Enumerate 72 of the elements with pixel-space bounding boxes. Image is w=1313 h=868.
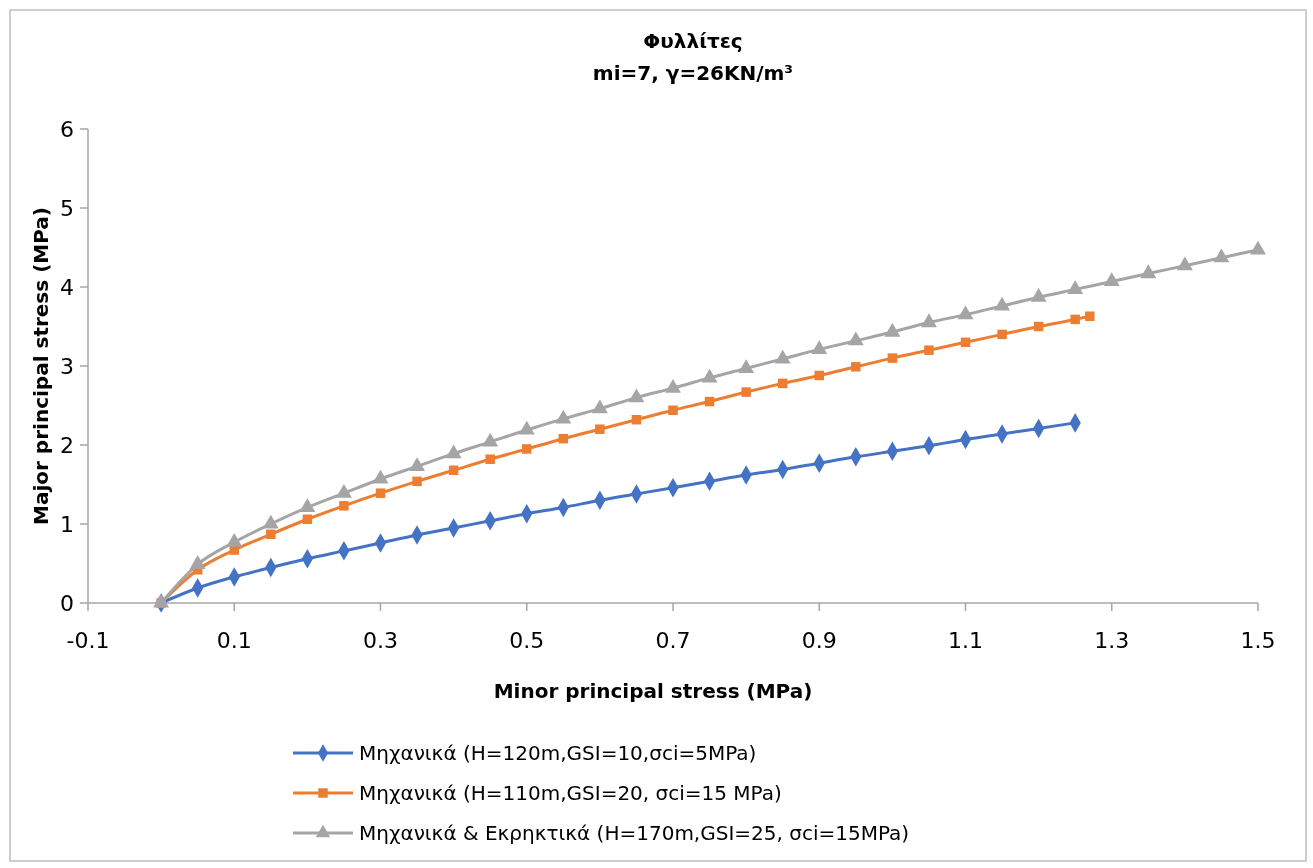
point — [957, 305, 974, 320]
point — [884, 322, 901, 337]
point — [522, 444, 532, 454]
point — [1085, 311, 1095, 321]
x-tick-label: -0.1 — [66, 628, 110, 653]
point — [920, 313, 937, 328]
point — [665, 378, 681, 393]
point — [851, 362, 861, 372]
x-tick-label: 1.1 — [948, 628, 983, 653]
point — [631, 414, 642, 425]
x-tick-label: 0.3 — [363, 628, 398, 653]
point — [518, 420, 535, 435]
point — [1033, 321, 1044, 332]
point — [924, 345, 934, 355]
point — [1030, 288, 1047, 302]
point — [299, 498, 316, 513]
x-tick-label: 0.7 — [655, 628, 691, 653]
point — [701, 368, 718, 383]
point — [997, 329, 1007, 340]
point — [1103, 272, 1120, 287]
legend-label: Μηχανικά (H=110m,GSI=20, σci=15 MPa) — [359, 781, 782, 805]
point — [595, 424, 605, 434]
point — [738, 359, 755, 373]
x-tick-label: 0.1 — [216, 628, 252, 653]
point — [445, 444, 462, 459]
point — [774, 349, 791, 364]
point — [266, 529, 276, 540]
point — [1250, 240, 1266, 255]
y-tick-label: 2 — [60, 432, 74, 458]
point — [960, 337, 971, 348]
y-tick-label: 6 — [60, 116, 74, 142]
y-tick-label: 1 — [60, 511, 74, 537]
y-axis-title: Major principal stress (MPa) — [29, 207, 53, 525]
point — [994, 296, 1011, 311]
point — [887, 353, 898, 363]
point — [558, 433, 569, 444]
point — [811, 340, 828, 355]
x-tick-label: 0.9 — [801, 628, 837, 653]
point — [375, 488, 386, 498]
point — [591, 399, 608, 414]
y-tick-label: 3 — [60, 353, 74, 379]
point — [1140, 264, 1157, 279]
y-tick-label: 4 — [60, 274, 74, 300]
point — [1213, 248, 1230, 263]
point — [482, 432, 499, 447]
point — [704, 396, 715, 407]
legend-label: Μηχανικά & Εκρηκτικά (H=170m,GSI=25, σci=15MPa) — [359, 821, 910, 845]
point — [302, 514, 313, 524]
y-tick-label: 0 — [60, 590, 74, 616]
point — [628, 388, 645, 403]
point — [555, 409, 572, 424]
point — [1067, 280, 1084, 294]
legend-label: Μηχανικά (H=120m,GSI=10,σci=5MPa) — [359, 741, 757, 765]
point — [339, 501, 349, 511]
point — [1176, 256, 1193, 271]
point — [409, 457, 426, 471]
point — [741, 387, 751, 397]
y-tick-label: 5 — [60, 195, 74, 221]
point — [847, 331, 864, 346]
x-tick-label: 1.5 — [1240, 628, 1276, 653]
chart-title: Φυλλίτες — [643, 29, 743, 53]
point — [448, 465, 459, 476]
chart-subtitle: mi=7, γ=26KN/m³ — [592, 61, 794, 85]
point — [814, 370, 824, 381]
point — [777, 378, 788, 389]
point — [1070, 314, 1080, 325]
point — [668, 405, 678, 415]
point — [485, 454, 495, 464]
point — [412, 476, 422, 487]
x-tick-label: 0.5 — [509, 628, 545, 653]
x-axis-title: Minor principal stress (MPa) — [493, 679, 813, 703]
x-tick-label: 1.3 — [1094, 628, 1130, 653]
